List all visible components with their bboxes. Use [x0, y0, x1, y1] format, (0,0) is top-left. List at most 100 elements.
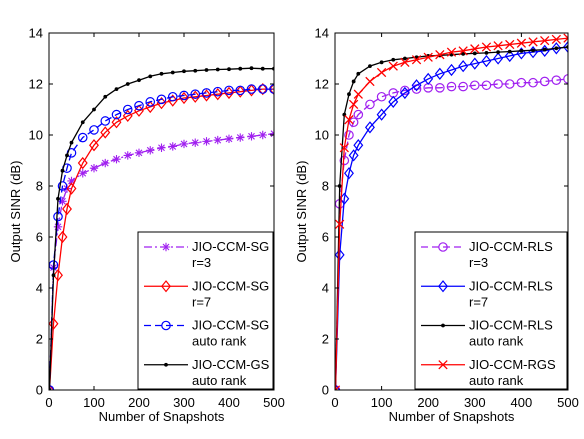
- legend-marker: [438, 242, 448, 252]
- data-point: [344, 130, 354, 140]
- data-point: [123, 151, 132, 160]
- data-point: [458, 46, 468, 56]
- x-axis-label: Number of Snapshots: [389, 409, 515, 424]
- data-point: [202, 137, 211, 146]
- data-point: [89, 139, 99, 152]
- data-point: [125, 82, 130, 86]
- data-point: [469, 57, 480, 70]
- data-point: [80, 120, 85, 125]
- legend: JIO-CCM-RLSr=3JIO-CCM-RLSr=7JIO-CCM-RLSa…: [414, 231, 568, 390]
- data-point: [246, 84, 257, 94]
- data-point: [446, 63, 457, 77]
- data-point: [212, 86, 223, 97]
- y-tick-label: 2: [36, 332, 43, 347]
- data-point: [257, 84, 268, 94]
- x-tick-label: 100: [371, 395, 393, 410]
- legend-marker: [441, 323, 445, 328]
- data-point: [101, 158, 110, 168]
- y-tick-label: 2: [322, 332, 329, 347]
- data-point: [504, 79, 515, 89]
- data-point: [204, 68, 209, 72]
- data-point: [423, 52, 433, 62]
- data-point: [168, 142, 177, 151]
- data-point: [528, 37, 538, 47]
- data-point: [335, 385, 341, 390]
- data-point: [335, 219, 345, 229]
- x-tick-label: 500: [263, 395, 285, 410]
- data-point: [353, 89, 363, 99]
- x-tick-label: 0: [331, 395, 338, 410]
- data-point: [57, 181, 68, 191]
- x-tick-label: 300: [464, 395, 486, 410]
- data-point: [77, 156, 88, 170]
- data-point: [179, 90, 189, 101]
- data-point: [348, 117, 359, 128]
- data-point: [111, 116, 122, 129]
- data-point: [111, 109, 122, 120]
- axes-frame: [334, 32, 569, 391]
- data-point: [446, 81, 457, 92]
- chart-panel-2: 0 100 200 300 400 500 0 2 4 6 8 10 12 14 Number of Sna…: [294, 26, 579, 425]
- data-point: [554, 46, 559, 51]
- x-tick-label: 500: [557, 395, 579, 410]
- legend-marker: [164, 362, 168, 367]
- data-point: [458, 59, 469, 73]
- y-tick-label: 12: [315, 77, 329, 92]
- data-point: [563, 40, 568, 54]
- y-tick-label: 6: [36, 230, 43, 245]
- data-point: [170, 70, 175, 75]
- data-point: [146, 146, 155, 155]
- legend-marker: [438, 280, 448, 293]
- data-point: [137, 78, 141, 83]
- data-point: [348, 99, 359, 110]
- data-point: [122, 104, 133, 115]
- data-point: [182, 69, 186, 74]
- legend-entry-label: JIO-CCM-SG: [192, 278, 269, 293]
- series-line-1: [335, 78, 568, 390]
- data-point: [472, 51, 477, 56]
- legend-entry-label: JIO-CCM-RLS: [469, 318, 553, 333]
- data-point: [493, 41, 503, 51]
- data-point: [344, 167, 354, 180]
- data-point: [201, 88, 212, 98]
- x-tick-label: 100: [83, 395, 105, 410]
- data-point: [353, 109, 364, 120]
- data-point: [435, 83, 445, 93]
- legend-entry-label: auto rank: [469, 373, 524, 388]
- y-tick-label: 14: [315, 26, 329, 41]
- legend-entry-label: auto rank: [192, 334, 247, 349]
- legend: JIO-CCM-SGr=3JIO-CCM-SGr=7JIO-CCM-SGauto…: [137, 231, 274, 390]
- y-tick-label: 8: [322, 179, 329, 194]
- data-point: [364, 121, 375, 134]
- data-point: [519, 48, 524, 53]
- data-point: [348, 149, 359, 162]
- series-line-4: [335, 37, 568, 390]
- legend-entry-label: JIO-CCM-GS: [192, 357, 270, 372]
- data-point: [391, 57, 396, 62]
- legend-entry-label: auto rank: [469, 334, 524, 349]
- data-point: [335, 383, 341, 390]
- data-point: [516, 38, 527, 48]
- data-point: [414, 55, 419, 60]
- legend-marker: [161, 242, 171, 252]
- data-point: [484, 50, 489, 55]
- x-tick-label: 200: [417, 395, 439, 410]
- axes-frame: [48, 32, 275, 391]
- data-point: [481, 42, 492, 52]
- data-point: [365, 99, 375, 110]
- data-point: [67, 176, 76, 186]
- x-tick-label: 200: [128, 395, 150, 410]
- data-point: [167, 91, 178, 102]
- x-tick-label: 300: [173, 395, 195, 410]
- data-point: [379, 60, 384, 65]
- data-point: [505, 39, 515, 50]
- data-point: [56, 196, 60, 201]
- data-point: [159, 71, 164, 76]
- x-tick-label: 400: [218, 395, 240, 410]
- data-point: [551, 42, 562, 55]
- plot-area: [49, 66, 274, 390]
- data-point: [134, 148, 144, 158]
- legend-marker: [161, 280, 171, 293]
- legend-box: [137, 231, 274, 390]
- data-point: [62, 202, 72, 216]
